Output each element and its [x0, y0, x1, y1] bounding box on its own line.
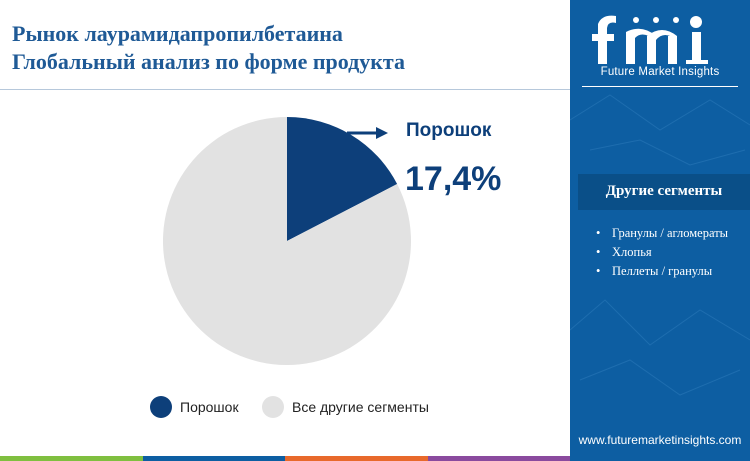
segments-list: Гранулы / агломераты Хлопья Пеллеты / гр…: [596, 224, 746, 281]
pie-slice-powder: [287, 117, 398, 241]
legend-item-other: Все другие сегменты: [262, 396, 429, 418]
arrow-icon: [347, 127, 388, 139]
legend: Порошок Все другие сегменты: [0, 396, 570, 420]
sidebar: Future Market Insights Другие сегменты Г…: [570, 0, 750, 461]
segments-header: Другие сегменты: [578, 174, 750, 210]
bottom-color-bar: [0, 456, 570, 461]
legend-item-powder: Порошок: [150, 396, 239, 418]
brand-name: Future Market Insights: [600, 66, 720, 78]
title-line-2: Глобальный анализ по форме продукта: [12, 49, 405, 74]
pie-slice-other: [163, 117, 411, 365]
bar-segment: [285, 456, 428, 461]
bar-segment: [427, 456, 570, 461]
legend-label: Порошок: [180, 399, 239, 415]
website-link[interactable]: www.futuremarketinsights.com: [578, 433, 742, 447]
legend-label: Все другие сегменты: [292, 399, 429, 415]
list-item: Гранулы / агломераты: [596, 224, 746, 243]
legend-swatch: [262, 396, 284, 418]
legend-swatch: [150, 396, 172, 418]
fmi-logo: [592, 15, 708, 64]
brand-divider: [582, 86, 738, 87]
pie-chart: [163, 117, 411, 365]
sidebar-pattern: [570, 94, 750, 396]
title-line-1: Рынок лаурамидапропилбетаина: [12, 21, 343, 46]
chart-title: Рынок лаурамидапропилбетаина Глобальный …: [12, 20, 552, 76]
highlight-value: 17,4%: [405, 160, 502, 198]
bar-segment: [0, 456, 143, 461]
segments-title: Другие сегменты: [605, 183, 723, 199]
title-divider: [0, 89, 570, 90]
list-item: Хлопья: [596, 243, 746, 262]
highlight-label: Порошок: [406, 120, 492, 141]
bar-segment: [142, 456, 285, 461]
list-item: Пеллеты / гранулы: [596, 262, 746, 281]
